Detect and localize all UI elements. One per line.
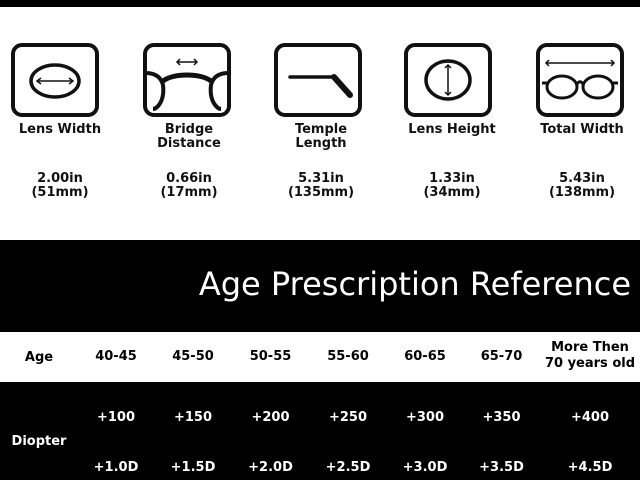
age-cell: More Then 70 years old <box>544 340 636 371</box>
diopter-d-value: +1.0D <box>93 460 139 475</box>
spec-label: Temple Length <box>294 122 348 151</box>
spec-label: Lens Width <box>18 122 102 137</box>
spec-label: Lens Height <box>408 122 496 137</box>
spec-value-mm: (138mm) <box>548 185 616 200</box>
lens-width-icon <box>11 43 99 117</box>
diopter-value: +250 <box>328 410 368 425</box>
age-header: Age <box>24 350 54 365</box>
spec-value: 0.66in (17mm) <box>124 172 254 200</box>
diopter-d-value: +4.5D <box>567 460 613 475</box>
diopter-value: +200 <box>251 410 290 425</box>
diopter-d-value: +3.5D <box>479 460 524 475</box>
spec-value-in: 2.00in <box>37 171 83 186</box>
diopter-value: +350 <box>482 410 521 425</box>
lens-height-icon <box>404 43 492 117</box>
diopter-d-value: +2.5D <box>325 460 371 475</box>
spec-value: 5.31in (135mm) <box>256 172 386 200</box>
total-width-icon <box>536 43 624 117</box>
banner-title: Age Prescription Reference <box>198 265 631 303</box>
bridge-distance-icon <box>143 43 231 117</box>
diopter-header: Diopter <box>11 434 67 449</box>
spec-value-mm: (51mm) <box>31 185 89 200</box>
top-border <box>0 0 640 7</box>
spec-value: 1.33in (34mm) <box>387 172 517 200</box>
age-row: Age 40-45 45-50 50-55 55-60 60-65 65-70 … <box>0 332 640 382</box>
spec-value-in: 5.43in <box>559 171 605 186</box>
spec-value: 5.43in (138mm) <box>517 172 640 200</box>
diopter-d-value: +3.0D <box>402 460 448 475</box>
diopter-d-value: +1.5D <box>170 460 216 475</box>
age-cell: 55-60 <box>327 349 369 364</box>
spec-label: Total Width <box>540 122 624 137</box>
spec-value-in: 0.66in <box>166 171 212 186</box>
diopter-value: +100 <box>96 410 136 425</box>
spec-value-in: 1.33in <box>429 171 475 186</box>
diopter-value: +400 <box>570 410 610 425</box>
age-cell: 65-70 <box>480 349 523 364</box>
age-cell: 60-65 <box>404 349 446 364</box>
age-cell: 40-45 <box>95 349 137 364</box>
age-cell: 50-55 <box>249 349 292 364</box>
spec-label: Bridge Distance <box>157 122 221 151</box>
diopter-band: Diopter +100 +150 +200 +250 +300 +350 +4… <box>0 382 640 480</box>
diopter-value: +300 <box>405 410 445 425</box>
spec-value-mm: (135mm) <box>287 185 355 200</box>
spec-value-mm: (34mm) <box>423 185 481 200</box>
spec-value-mm: (17mm) <box>160 185 218 200</box>
spec-value: 2.00in (51mm) <box>0 172 125 200</box>
frame-measurements: Lens Width 2.00in (51mm) Bridge Distance… <box>0 7 640 240</box>
temple-length-icon <box>274 43 362 117</box>
age-cell: 45-50 <box>172 349 214 364</box>
diopter-d-value: +2.0D <box>248 460 293 475</box>
diopter-value: +150 <box>173 410 213 425</box>
banner: Age Prescription Reference <box>0 240 640 332</box>
spec-value-in: 5.31in <box>298 171 344 186</box>
